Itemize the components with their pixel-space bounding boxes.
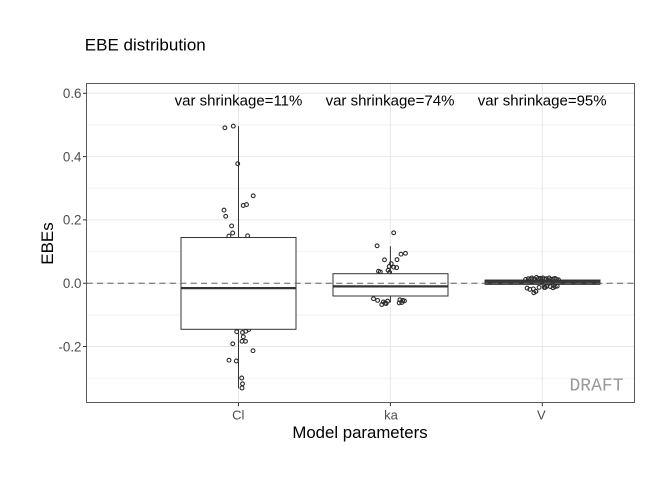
svg-text:DRAFT: DRAFT — [570, 377, 624, 397]
svg-text:var shrinkage=74%: var shrinkage=74% — [326, 92, 455, 109]
svg-text:var shrinkage=95%: var shrinkage=95% — [478, 92, 607, 109]
svg-text:0.0: 0.0 — [63, 276, 82, 291]
svg-text:Cl: Cl — [232, 408, 244, 423]
svg-text:0.6: 0.6 — [63, 86, 82, 101]
svg-text:0.2: 0.2 — [63, 213, 82, 228]
svg-text:V: V — [537, 408, 546, 423]
svg-text:ka: ka — [384, 408, 399, 423]
svg-text:var shrinkage=11%: var shrinkage=11% — [175, 92, 303, 109]
svg-text:EBEs: EBEs — [38, 222, 57, 265]
svg-text:0.4: 0.4 — [63, 149, 82, 164]
svg-text:EBE distribution: EBE distribution — [85, 36, 206, 55]
svg-text:-0.2: -0.2 — [58, 339, 81, 354]
svg-text:Model parameters: Model parameters — [292, 423, 427, 442]
